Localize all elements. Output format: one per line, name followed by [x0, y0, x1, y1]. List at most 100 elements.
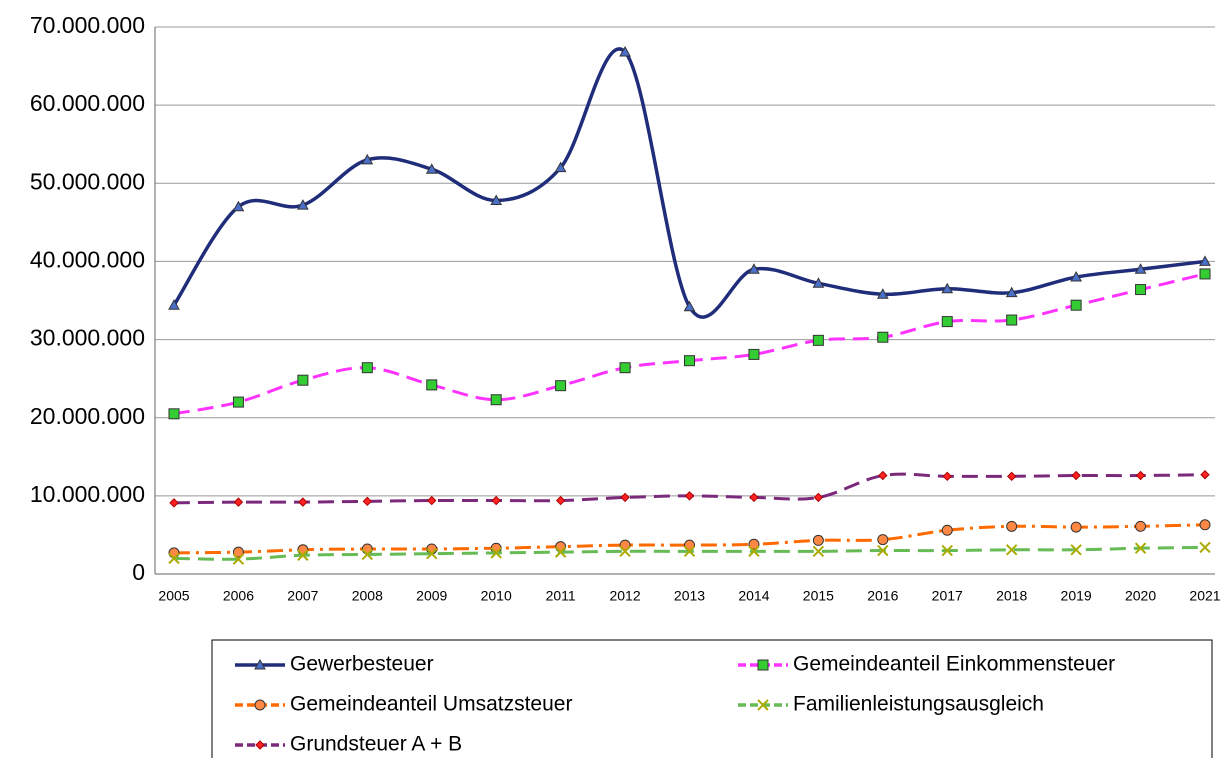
- marker: [555, 380, 567, 392]
- x-tick-label: 2017: [932, 588, 963, 604]
- y-tick-label: 0: [132, 559, 145, 585]
- marker: [1135, 470, 1146, 481]
- marker: [876, 288, 889, 299]
- marker: [297, 199, 309, 210]
- marker: [877, 544, 889, 557]
- marker: [1005, 544, 1018, 556]
- x-tick-label: 2012: [609, 588, 640, 604]
- legend-label: Gemeindeanteil Umsatzsteuer: [290, 693, 572, 716]
- marker: [1071, 470, 1081, 481]
- marker: [168, 299, 180, 310]
- marker: [1006, 471, 1017, 482]
- marker: [297, 544, 309, 556]
- marker: [1070, 544, 1082, 556]
- marker: [361, 548, 374, 561]
- marker: [683, 300, 696, 312]
- marker: [877, 534, 889, 546]
- marker: [254, 699, 266, 711]
- marker: [168, 408, 180, 420]
- y-tick-label: 60.000.000: [30, 90, 145, 116]
- marker: [619, 45, 631, 57]
- y-tick-label: 30.000.000: [30, 325, 145, 351]
- marker: [1135, 284, 1147, 296]
- marker: [813, 492, 824, 503]
- marker: [619, 362, 631, 374]
- marker: [683, 545, 696, 558]
- marker: [168, 552, 180, 565]
- series-line: [173, 272, 1206, 416]
- marker: [1134, 542, 1147, 554]
- marker: [490, 394, 502, 406]
- marker: [361, 362, 373, 374]
- x-tick-label: 2021: [1189, 588, 1220, 604]
- legend-label: Gemeindeanteil Einkommensteuer: [793, 653, 1115, 676]
- marker: [554, 161, 567, 173]
- marker: [684, 355, 695, 367]
- marker: [877, 331, 889, 343]
- marker: [425, 163, 438, 174]
- y-tick-label: 70.000.000: [30, 12, 145, 38]
- marker: [361, 543, 373, 555]
- x-tick-label: 2018: [996, 588, 1027, 604]
- marker: [426, 379, 438, 391]
- marker: [298, 497, 308, 507]
- legend-marker: [757, 659, 769, 671]
- legend-label: Grundsteuer A + B: [290, 733, 462, 756]
- marker: [757, 699, 769, 711]
- x-tick-label: 2006: [223, 588, 254, 604]
- marker: [1134, 263, 1147, 274]
- marker: [619, 545, 631, 558]
- marker: [748, 538, 760, 550]
- marker: [169, 498, 179, 508]
- marker: [491, 495, 501, 506]
- marker: [1135, 520, 1147, 532]
- marker: [362, 496, 373, 507]
- marker: [232, 200, 245, 212]
- marker: [812, 334, 824, 346]
- legend-box: [211, 639, 1213, 763]
- x-tick-label: 2005: [158, 588, 189, 604]
- marker: [232, 553, 245, 565]
- marker: [233, 497, 244, 507]
- marker: [168, 547, 180, 559]
- marker: [748, 348, 760, 360]
- marker: [812, 545, 825, 558]
- y-tick-label: 50.000.000: [30, 168, 145, 194]
- marker: [812, 277, 825, 288]
- marker: [555, 495, 566, 506]
- x-tick-label: 2009: [416, 588, 447, 604]
- marker: [757, 659, 769, 671]
- marker: [1200, 470, 1210, 480]
- marker: [1005, 286, 1018, 298]
- marker: [297, 374, 309, 386]
- legend-marker: [255, 740, 265, 750]
- legend-marker: [254, 658, 266, 670]
- marker: [942, 471, 952, 482]
- marker: [1006, 314, 1018, 326]
- marker: [749, 492, 759, 503]
- x-tick-label: 2014: [738, 588, 769, 604]
- marker: [941, 316, 953, 328]
- marker: [232, 546, 244, 558]
- y-tick-label: 40.000.000: [30, 247, 145, 273]
- x-tick-label: 2007: [287, 588, 318, 604]
- x-tick-label: 2011: [546, 588, 576, 604]
- marker: [490, 547, 502, 559]
- marker: [361, 153, 374, 165]
- y-tick-label: 20.000.000: [30, 403, 145, 429]
- marker: [297, 549, 309, 561]
- marker: [426, 547, 438, 560]
- marker: [1070, 271, 1082, 282]
- marker: [941, 544, 953, 557]
- marker: [427, 495, 437, 506]
- marker: [1199, 519, 1211, 531]
- marker: [1070, 299, 1082, 311]
- marker: [232, 396, 244, 408]
- marker: [878, 470, 888, 481]
- marker: [1199, 541, 1211, 554]
- marker: [748, 263, 760, 274]
- legend-label: Gewerbesteuer: [290, 653, 434, 676]
- x-tick-label: 2008: [352, 588, 383, 604]
- marker: [1006, 520, 1018, 532]
